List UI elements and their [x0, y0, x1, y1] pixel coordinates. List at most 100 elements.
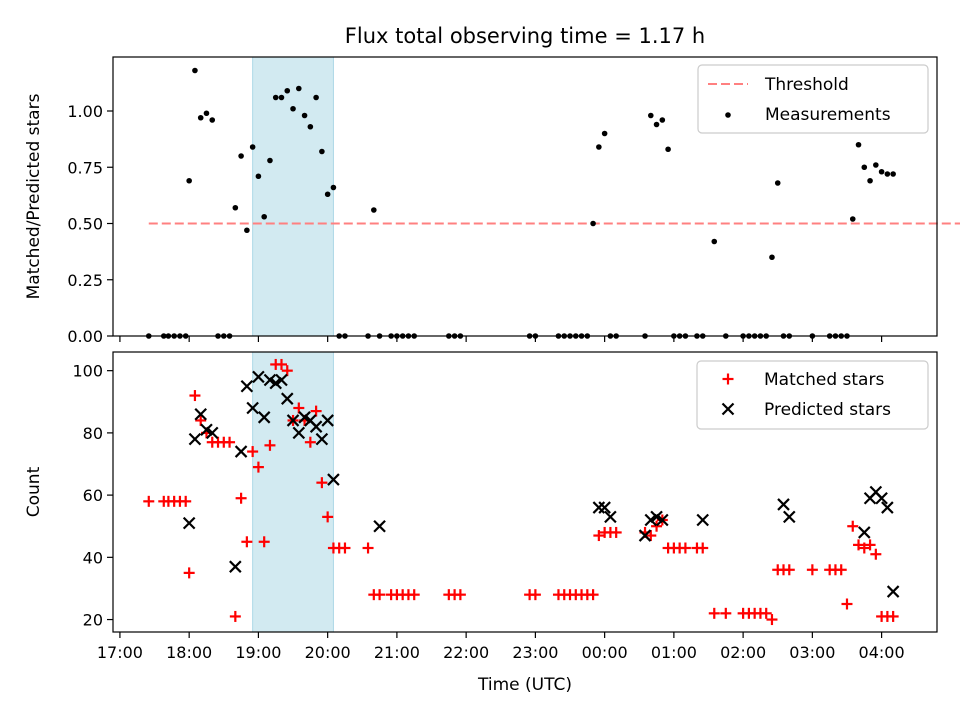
highlight-span	[252, 56, 334, 337]
x-tick-label: 02:00	[720, 643, 766, 662]
chart-title: Flux total observing time = 1.17 h	[345, 24, 705, 48]
legend-label: Measurements	[765, 105, 891, 125]
matched-star-point	[316, 477, 328, 489]
matched-star-point	[258, 536, 270, 548]
legend-label: Matched stars	[764, 370, 884, 390]
predicted-star-point	[886, 585, 900, 598]
matched-star-point	[679, 542, 691, 554]
matched-star-point	[529, 589, 541, 601]
matched-star-point	[783, 564, 795, 576]
matched-star-point	[806, 564, 818, 576]
measurement-point	[878, 168, 885, 175]
measurement-point	[232, 204, 239, 211]
measurement-point	[596, 144, 602, 150]
measurement-point	[244, 227, 250, 234]
predicted-star-point	[309, 420, 323, 433]
predicted-star-point	[777, 498, 790, 511]
measurement-point	[601, 130, 608, 137]
measurement-point	[272, 94, 279, 101]
matched-star-point	[143, 495, 155, 507]
predicted-star-point	[321, 414, 334, 427]
measurement-point	[371, 207, 377, 213]
measurement-point	[186, 177, 192, 184]
legend: Matched stars Predicted stars	[696, 360, 929, 430]
predicted-star-point	[257, 411, 271, 424]
y-tick-label: 0.75	[67, 158, 103, 177]
measurement-point	[284, 87, 291, 94]
x-tick-label: 04:00	[859, 643, 905, 662]
legend-box	[696, 360, 929, 430]
x-tick-label: 23:00	[512, 643, 558, 662]
matched-star-point	[853, 539, 865, 551]
measurement-point	[659, 117, 666, 123]
matched-star-point	[180, 495, 192, 507]
matched-star-point	[235, 492, 247, 504]
y-tick-label: 60	[83, 486, 103, 505]
measurement-point	[301, 112, 308, 119]
x-tick-label: 18:00	[166, 643, 212, 662]
predicted-star-point	[327, 473, 340, 486]
measurement-point	[238, 153, 244, 159]
measurement-point	[290, 105, 296, 112]
matched-star-point	[587, 589, 599, 601]
predicted-star-point	[234, 445, 248, 458]
measurement-point	[653, 121, 660, 128]
measurement-point	[890, 171, 896, 177]
measurement-point	[590, 220, 596, 227]
predicted-star-point	[656, 513, 669, 527]
matched-star-point	[374, 589, 386, 601]
measurement-point	[203, 110, 210, 117]
matched-star-point	[293, 402, 305, 414]
highlight-span	[252, 351, 334, 633]
y-tick-label: 20	[83, 611, 103, 630]
measurement-point	[849, 216, 856, 222]
predicted-star-point	[275, 373, 288, 387]
matched-star-point	[760, 607, 772, 619]
matched-star-point	[247, 446, 259, 458]
y-axis-label: Matched/Predicted stars	[24, 93, 44, 299]
x-axis-ticks: 17:00 18:00 19:00 20:00 21:00 22:00 23:00 00:00…	[97, 632, 905, 662]
matched-star-point	[408, 589, 420, 601]
measurement-point	[307, 123, 314, 130]
legend-label: Threshold	[764, 75, 849, 95]
legend-label: Predicted stars	[764, 400, 891, 420]
measurement-point	[774, 180, 781, 186]
y-tick-label: 1.00	[67, 102, 103, 121]
predicted-star-point	[315, 432, 329, 446]
matched-star-point	[264, 439, 276, 451]
predicted-star-point	[373, 519, 386, 533]
matched-star-point	[241, 536, 253, 548]
x-tick-label: 17:00	[97, 643, 143, 662]
x-tick-label: 01:00	[651, 643, 697, 662]
x-axis-label: Time (UTC)	[477, 675, 572, 695]
count-points	[143, 358, 900, 626]
measurement-point	[861, 164, 868, 171]
predicted-star-point	[604, 510, 617, 524]
predicted-star-point	[280, 392, 294, 405]
matched-star-point	[339, 542, 351, 554]
legend-box	[697, 64, 929, 134]
matched-star-point	[322, 511, 334, 523]
measurement-point	[330, 184, 337, 191]
measurement-point	[665, 146, 671, 153]
x-tick-label: 21:00	[374, 643, 420, 662]
predicted-star-point	[783, 510, 796, 524]
matched-star-point	[275, 358, 287, 370]
matched-star-point	[864, 539, 876, 551]
measurement-point	[867, 177, 873, 184]
ratio-panel: 0.00 0.25 0.50 0.75 1.00 Matched/Predicted s…	[24, 56, 960, 346]
matched-star-point	[362, 542, 374, 554]
y-tick-label: 100	[72, 362, 103, 381]
y-tick-label: 0.50	[67, 215, 103, 234]
matched-star-point	[835, 564, 847, 576]
measurement-point	[261, 213, 267, 220]
predicted-star-point	[194, 407, 207, 421]
x-tick-label: 03:00	[789, 643, 835, 662]
predicted-star-point	[205, 426, 219, 440]
measurement-point	[319, 148, 325, 155]
matched-star-point	[183, 567, 195, 579]
measurement-point	[324, 191, 331, 198]
count-panel: 20 40 60 80 100 17:00 18:00 19:00 20:00 21:00 22:…	[24, 351, 938, 695]
measurement-point	[296, 85, 302, 92]
